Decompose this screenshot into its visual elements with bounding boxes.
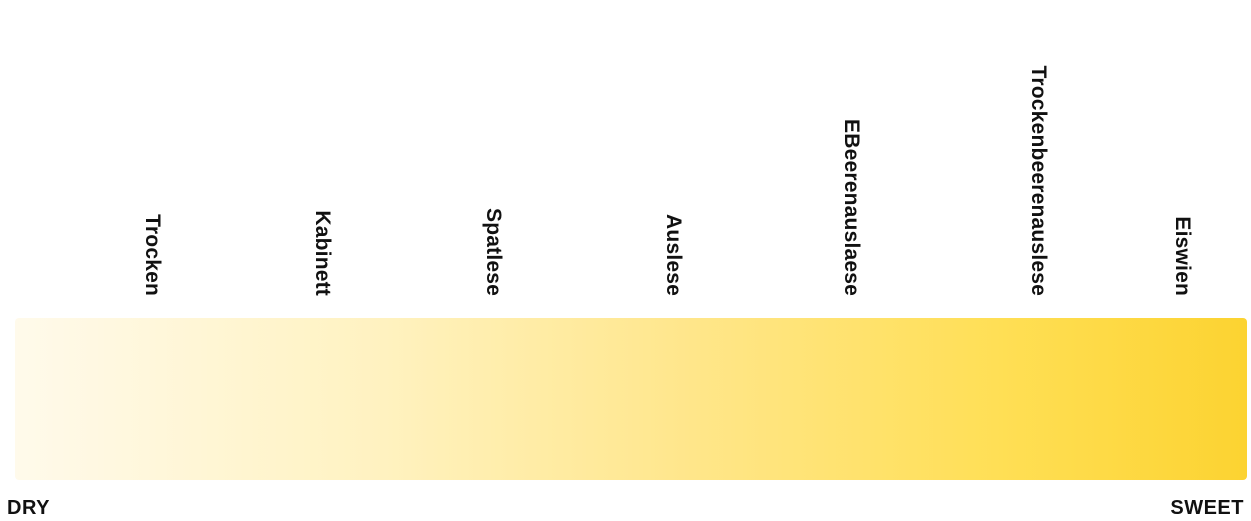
- category-label: Spatlese: [482, 208, 505, 296]
- category-trockenbeerenauslese: Trockenbeerenauslese: [999, 0, 1050, 296]
- category-eiswien: Eiswien: [1143, 0, 1194, 296]
- category-trocken: Trocken: [113, 0, 164, 296]
- category-label: Auslese: [662, 214, 685, 296]
- category-label: Trocken: [141, 214, 164, 296]
- sweet-label: SWEET: [1170, 497, 1244, 519]
- category-ebeerenauslaese: EBeerenauslaese: [812, 0, 863, 296]
- category-label: Kabinett: [311, 210, 334, 296]
- category-label: Trockenbeerenauslese: [1027, 65, 1050, 296]
- category-label: EBeerenauslaese: [840, 119, 863, 296]
- sweetness-gradient-bar: [15, 318, 1247, 480]
- category-kabinett: Kabinett: [283, 0, 334, 296]
- category-auslese: Auslese: [634, 0, 685, 296]
- dry-label: DRY: [7, 497, 50, 519]
- category-spatlese: Spatlese: [454, 0, 505, 296]
- category-label: Eiswien: [1171, 216, 1194, 296]
